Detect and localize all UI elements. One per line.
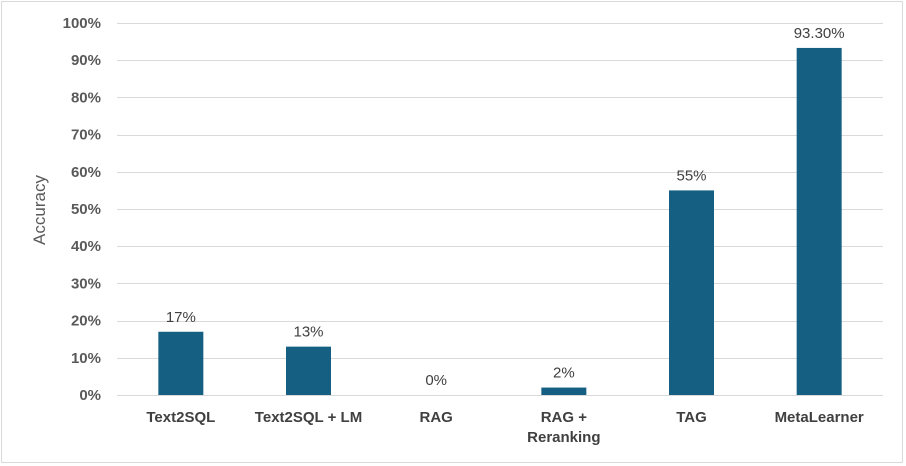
y-tick-label: 40% — [71, 238, 101, 255]
data-label: 93.30% — [794, 25, 845, 42]
bar — [796, 47, 842, 395]
data-label: 55% — [676, 167, 706, 184]
gridlines — [117, 23, 883, 396]
data-label: 0% — [425, 372, 447, 389]
bar — [669, 190, 714, 395]
data-label: 13% — [293, 324, 323, 341]
y-tick-label: 70% — [71, 127, 101, 144]
y-tick-label: 50% — [71, 201, 101, 218]
x-category-label: TAG — [676, 409, 707, 426]
y-tick-label: 90% — [71, 52, 101, 69]
y-tick-label: 60% — [71, 164, 101, 181]
y-tick-label: 100% — [63, 15, 101, 32]
x-category-label: RAG — [419, 409, 452, 426]
bar — [286, 346, 331, 395]
x-category-label: Text2SQL — [146, 409, 215, 426]
y-tick-label: 80% — [71, 89, 101, 106]
bars — [158, 47, 842, 395]
x-category-label: Text2SQL + LM — [255, 409, 362, 426]
y-tick-label: 10% — [71, 350, 101, 367]
y-tick-label: 0% — [79, 387, 101, 404]
bar — [541, 387, 587, 395]
y-axis-title: Accuracy — [30, 175, 49, 245]
data-labels: 17% 13% 0% 2% 55% 93.30% — [166, 25, 845, 389]
y-tick-label: 20% — [71, 313, 101, 330]
data-label: 2% — [553, 365, 575, 382]
x-category-label: MetaLearner — [775, 409, 864, 426]
y-tick-labels: 0% 10% 20% 30% 40% 50% 60% 70% 80% 90% 100% — [63, 15, 101, 404]
x-category-labels: Text2SQL Text2SQL + LM RAG RAG + Reranking TA… — [146, 409, 864, 446]
data-label: 17% — [166, 309, 196, 326]
bar — [158, 331, 204, 395]
x-category-label: RAG + Reranking — [527, 409, 600, 446]
y-tick-label: 30% — [71, 275, 101, 292]
